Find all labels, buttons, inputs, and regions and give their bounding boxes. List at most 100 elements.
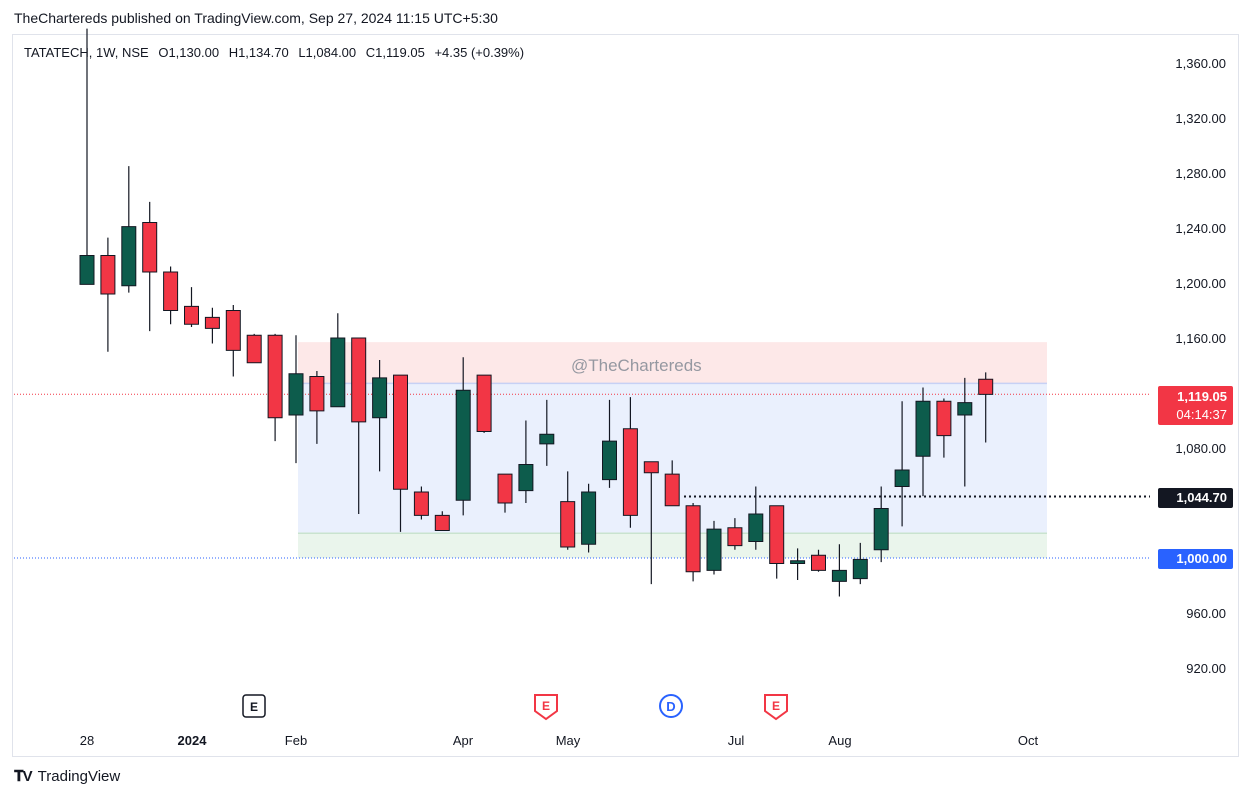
tradingview-logo-text: TradingView: [37, 768, 121, 785]
candle-body-down: [664, 473, 680, 507]
demand-zone: [298, 533, 1047, 558]
candle-body-up: [581, 491, 597, 545]
event-marker[interactable]: E: [534, 694, 558, 721]
candle-body-down: [978, 378, 994, 395]
candle-body-down: [643, 461, 659, 474]
y-tick-label: 960.00: [1186, 606, 1226, 621]
candle: [100, 237, 116, 352]
candle: [978, 372, 994, 443]
candle: [184, 287, 199, 327]
candle-body-down: [246, 334, 262, 364]
candle-body-down: [351, 337, 367, 423]
candle-body-down: [936, 400, 952, 437]
candle-body-up: [915, 400, 931, 457]
candle-body-up: [894, 469, 910, 487]
candle: [142, 201, 158, 332]
candle-body-up: [957, 402, 973, 416]
low-value: L1,084.00: [298, 45, 357, 60]
candle: [602, 399, 617, 488]
y-tick-label: 1,080.00: [1175, 441, 1226, 456]
candle: [769, 505, 785, 579]
candle-body-down: [413, 491, 429, 516]
event-marker[interactable]: D: [659, 694, 683, 718]
candle-body-up: [852, 558, 868, 580]
level-tag: 1,000.00: [1158, 549, 1233, 569]
ohlc-legend: TATATECH, 1W, NSE O1,130.00 H1,134.70 L1…: [24, 45, 530, 60]
candle: [539, 399, 555, 466]
candle-body-down: [811, 554, 826, 571]
x-tick-label: Apr: [453, 733, 474, 748]
y-tick-label: 1,200.00: [1175, 276, 1226, 291]
x-tick-label: Aug: [828, 733, 851, 748]
x-tick-label: Jul: [728, 733, 745, 748]
candle-body-down: [204, 316, 220, 329]
candle-body-down: [267, 334, 283, 419]
candle-body-down: [184, 305, 199, 325]
candle: [622, 397, 638, 528]
candle: [309, 371, 325, 444]
event-letter: E: [542, 699, 550, 713]
candle: [204, 307, 220, 344]
tradingview-logo-icon: 𝐓V: [14, 768, 33, 785]
dotted-level-tag: 1,044.70: [1158, 488, 1233, 508]
event-marker[interactable]: E: [242, 694, 266, 718]
candle-body-down: [393, 374, 408, 490]
candle: [852, 542, 868, 585]
candle: [790, 548, 806, 580]
candle: [225, 305, 241, 377]
candle: [393, 374, 408, 532]
symbol-label[interactable]: TATATECH, 1W, NSE: [24, 45, 149, 60]
candle-body-down: [434, 514, 450, 531]
candle: [330, 313, 346, 408]
candle-body-up: [602, 440, 617, 481]
candle: [497, 473, 513, 513]
candle-body-up: [790, 560, 806, 564]
candle-body-up: [288, 373, 304, 416]
event-marker[interactable]: E: [764, 694, 788, 721]
candle-body-down: [727, 527, 743, 547]
candle: [163, 266, 179, 325]
candle-body-down: [309, 376, 325, 412]
candle-body-down: [225, 310, 241, 351]
open-value: O1,130.00: [158, 45, 220, 60]
publisher-credit: TheChartereds published on TradingView.c…: [14, 10, 498, 26]
candle: [267, 333, 283, 442]
y-tick-label: 1,240.00: [1175, 221, 1226, 236]
x-tick-label: May: [556, 733, 581, 748]
candle: [288, 335, 304, 464]
candle: [372, 360, 388, 472]
candle-body-up: [831, 569, 847, 582]
candle-body-down: [163, 271, 179, 311]
candle: [706, 520, 722, 575]
y-tick-label: 920.00: [1186, 661, 1226, 676]
candle-body-down: [497, 473, 513, 504]
tradingview-logo[interactable]: 𝐓V TradingView: [14, 768, 120, 785]
earnings-icon: [534, 694, 558, 721]
candle: [811, 549, 826, 572]
zones-layer: [298, 342, 1047, 558]
y-axis: 1,360.00 1,320.00 1,280.00 1,240.00 1,200.00…: [1175, 56, 1226, 676]
lines-layer: [14, 393, 1150, 559]
candle: [121, 166, 137, 293]
candle: [936, 398, 952, 458]
high-value: H1,134.70: [228, 45, 289, 60]
close-value: C1,119.05: [365, 45, 425, 60]
candle-body-down: [685, 505, 701, 573]
candle-body-up: [372, 377, 388, 419]
candle-body-up: [873, 508, 889, 551]
candle: [79, 28, 95, 285]
x-axis: 28 2024 Feb Apr May Jul Aug Oct: [80, 733, 1039, 748]
candle-body-up: [539, 433, 555, 445]
x-tick-label: Oct: [1018, 733, 1039, 748]
candle: [434, 511, 450, 531]
candle: [643, 461, 659, 585]
y-tick-label: 1,360.00: [1175, 56, 1226, 71]
candle: [476, 374, 492, 433]
candles-layer: [79, 28, 994, 597]
candle: [351, 337, 367, 514]
candle: [455, 357, 471, 516]
candle-body-down: [142, 222, 158, 273]
dividend-icon: [659, 694, 683, 718]
